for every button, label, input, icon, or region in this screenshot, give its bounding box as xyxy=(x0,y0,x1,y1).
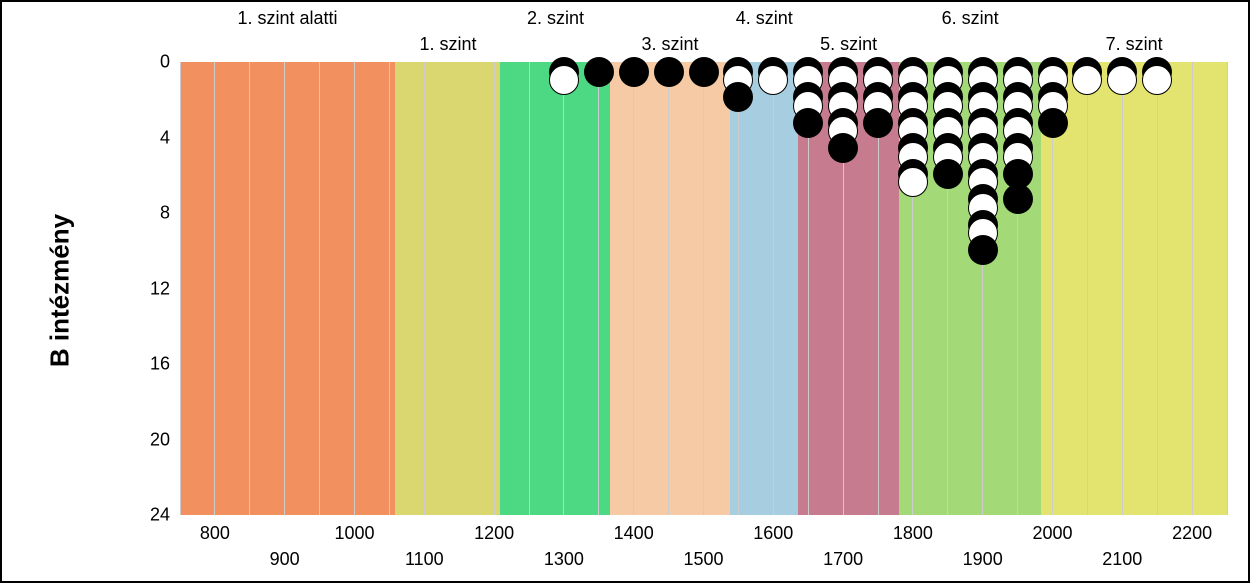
gridline-vertical xyxy=(354,62,355,515)
x-tick-label: 2000 xyxy=(1032,523,1072,544)
x-tick-label: 1100 xyxy=(405,549,444,570)
gridline-vertical xyxy=(389,62,390,515)
data-dot-black xyxy=(584,57,614,87)
gridline-vertical xyxy=(180,62,181,515)
data-dot-black xyxy=(1003,184,1033,214)
y-axis-title: B intézmény xyxy=(45,190,76,390)
gridline-vertical xyxy=(1192,62,1193,515)
data-dot-black xyxy=(689,57,719,87)
x-tick-label: 800 xyxy=(200,523,230,544)
data-dot-white xyxy=(898,167,928,197)
x-tick-label: 1500 xyxy=(683,549,723,570)
data-dot-black xyxy=(793,108,823,138)
level-band xyxy=(1041,62,1227,515)
gridline-vertical xyxy=(633,62,634,515)
data-dot-black xyxy=(933,159,963,189)
x-tick-label: 1200 xyxy=(474,523,514,544)
y-tick-label: 16 xyxy=(140,354,170,375)
x-tick-label: 1000 xyxy=(334,523,374,544)
data-dot-black xyxy=(863,108,893,138)
chart-container: B intézmény 0 4 8 12 16 20 24 800 1000 1200 1400 16… xyxy=(0,0,1250,583)
x-tick-label: 1300 xyxy=(544,549,584,570)
gridline-vertical xyxy=(563,62,564,515)
gridline-vertical xyxy=(529,62,530,515)
data-dot-white xyxy=(1142,65,1172,95)
data-dot-black xyxy=(968,235,998,265)
level-label: 1. szint alatti xyxy=(237,8,337,29)
level-band xyxy=(610,62,730,515)
x-tick-label: 900 xyxy=(270,549,300,570)
data-dot-black xyxy=(619,57,649,87)
x-tick-label: 1800 xyxy=(893,523,933,544)
gridline-vertical xyxy=(1122,62,1123,515)
y-tick-label: 12 xyxy=(140,278,170,299)
gridline-vertical xyxy=(1087,62,1088,515)
y-tick-label: 24 xyxy=(140,505,170,526)
gridline-vertical xyxy=(598,62,599,515)
x-tick-label: 1600 xyxy=(753,523,793,544)
plot-area xyxy=(180,62,1227,515)
gridline-vertical xyxy=(494,62,495,515)
gridline-vertical xyxy=(668,62,669,515)
level-band xyxy=(395,62,500,515)
gridline-vertical xyxy=(773,62,774,515)
level-label: 6. szint xyxy=(942,8,999,29)
gridline-vertical xyxy=(1157,62,1158,515)
data-dot-black xyxy=(1038,108,1068,138)
data-dot-black xyxy=(654,57,684,87)
x-tick-label: 2200 xyxy=(1172,523,1212,544)
gridline-vertical xyxy=(1227,62,1228,515)
level-band xyxy=(500,62,610,515)
gridline-vertical xyxy=(703,62,704,515)
data-dot-white xyxy=(549,65,579,95)
level-label: 1. szint xyxy=(420,34,477,55)
x-tick-label: 1700 xyxy=(823,549,863,570)
y-tick-label: 20 xyxy=(140,429,170,450)
level-label: 2. szint xyxy=(527,8,584,29)
level-band xyxy=(180,62,395,515)
gridline-vertical xyxy=(214,62,215,515)
gridline-vertical xyxy=(249,62,250,515)
y-tick-label: 8 xyxy=(140,203,170,224)
gridline-vertical xyxy=(738,62,739,515)
y-tick-label: 0 xyxy=(140,52,170,73)
gridline-vertical xyxy=(284,62,285,515)
x-tick-label: 1900 xyxy=(963,549,1003,570)
x-tick-label: 2100 xyxy=(1102,549,1142,570)
y-tick-label: 4 xyxy=(140,127,170,148)
gridline-vertical xyxy=(459,62,460,515)
gridline-vertical xyxy=(319,62,320,515)
x-tick-label: 1400 xyxy=(614,523,654,544)
level-label: 5. szint xyxy=(820,34,877,55)
level-label: 4. szint xyxy=(736,8,793,29)
level-label: 7. szint xyxy=(1106,34,1163,55)
gridline-vertical xyxy=(424,62,425,515)
level-label: 3. szint xyxy=(641,34,698,55)
level-band xyxy=(730,62,798,515)
